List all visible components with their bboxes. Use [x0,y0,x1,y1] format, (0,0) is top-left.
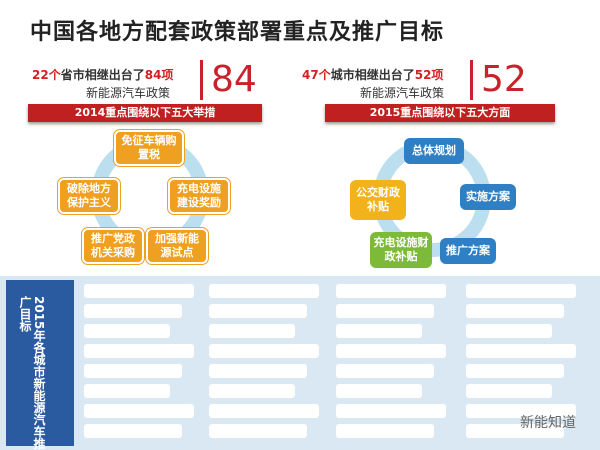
item-box: 实施方案 [460,184,516,210]
city-card [84,364,182,378]
policies: 52项 [414,68,444,82]
stat-text: 省市相继出台了 [60,68,145,82]
item-box: 公交财政补贴 [350,180,406,220]
stat-line2: 新能源汽车政策 [86,86,171,100]
item-box: 推广党政机关采购 [82,228,144,264]
city-card [209,364,307,378]
city-card [336,404,446,418]
city-card [336,384,422,398]
city-card [466,424,564,438]
stat-text: 城市相继出台了 [330,68,415,82]
city-card [336,424,434,438]
city-card [209,324,295,338]
item-box: 免征车辆购置税 [114,130,184,166]
city-card [466,304,564,318]
city-card [84,424,182,438]
city-card [466,384,552,398]
city-card [209,344,319,358]
city-card [209,384,295,398]
city-card [466,344,576,358]
city-card [84,344,194,358]
city-card [336,304,434,318]
big-number: 84 [200,60,257,100]
city-card [84,304,182,318]
city-card [209,404,319,418]
side-label: 2015年各城市新能源汽车推广目标 [18,296,46,450]
title: 中国各地方配套政策部署重点及推广目标 [30,20,445,45]
stat-line: 22个省市相继出台了84项 [32,66,173,83]
city-card [466,284,576,298]
big-number: 52 [470,60,527,100]
city-card [336,344,446,358]
watermark: 新能知道 [520,415,576,431]
city-card [84,324,170,338]
count: 22个 [32,68,61,82]
city-card [466,404,576,418]
city-card [466,364,564,378]
stat-line2: 新能源汽车政策 [360,86,445,100]
city-card [336,284,446,298]
city-card [336,364,434,378]
city-card [84,384,170,398]
city-card [84,404,194,418]
item-box: 推广方案 [440,238,496,264]
city-card [84,284,194,298]
city-card [336,324,422,338]
count: 47个 [302,68,331,82]
banner: 2014重点围绕以下五大举措 [28,104,262,122]
item-box: 加强新能源试点 [146,228,208,264]
stat-line: 47个城市相继出台了52项 [302,66,443,83]
policies: 84项 [144,68,174,82]
item-box: 充电设施财政补贴 [370,232,432,268]
side-panel [6,280,74,446]
item-box: 破除地方保护主义 [58,178,120,214]
banner: 2015重点围绕以下五大方面 [325,104,555,122]
city-card [209,304,307,318]
item-box: 充电设施建设奖励 [168,178,230,214]
city-card [466,324,552,338]
city-card [209,284,319,298]
city-card [209,424,307,438]
item-box: 总体规划 [404,138,464,164]
